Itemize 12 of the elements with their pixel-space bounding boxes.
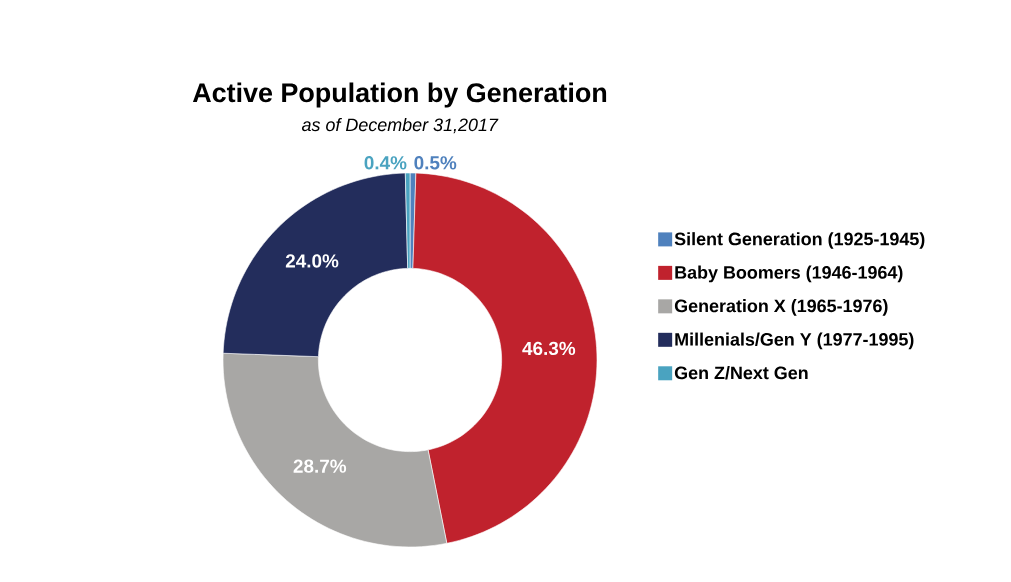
- legend-label: Baby Boomers (1946-1964): [675, 265, 903, 283]
- data-label: 0.5%: [414, 156, 457, 170]
- legend-label: Silent Generation (1925-1945): [674, 232, 925, 249]
- chart-subtitle: as of December 31,2017: [301, 117, 499, 134]
- data-label: 24.0%: [285, 254, 339, 268]
- data-label: 46.3%: [522, 341, 576, 356]
- legend-label: Generation X (1965-1976): [674, 299, 888, 316]
- legend-label: Millenials/Gen Y (1977-1995): [675, 332, 914, 350]
- data-label: 28.7%: [293, 459, 347, 473]
- chart-title: Active Population by Generation: [192, 82, 607, 108]
- legend-label: Gen Z/Next Gen: [674, 366, 808, 380]
- data-label: 0.4%: [364, 156, 407, 170]
